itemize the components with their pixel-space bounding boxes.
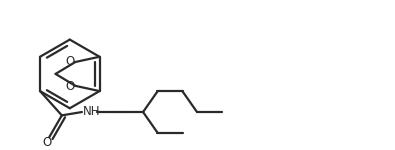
Text: O: O xyxy=(43,136,52,149)
Text: O: O xyxy=(65,55,75,68)
Text: O: O xyxy=(65,80,75,93)
Text: NH: NH xyxy=(83,105,101,118)
